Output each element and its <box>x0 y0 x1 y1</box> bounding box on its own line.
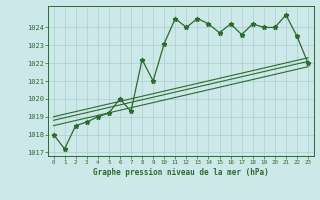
X-axis label: Graphe pression niveau de la mer (hPa): Graphe pression niveau de la mer (hPa) <box>93 168 269 177</box>
